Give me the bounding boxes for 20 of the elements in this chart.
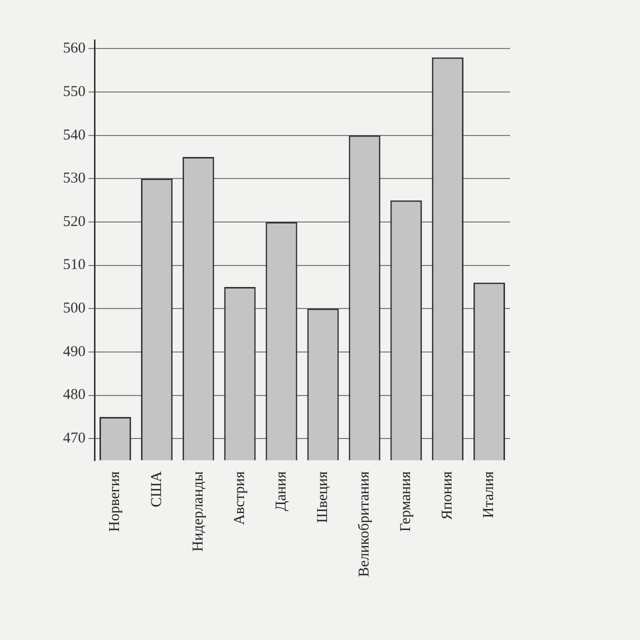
x-tick-label: Дания <box>273 471 290 512</box>
y-tick-label: 540 <box>63 127 86 144</box>
y-tick-label: 530 <box>63 170 86 187</box>
x-tick-label: Италия <box>481 471 498 518</box>
y-tick-label: 510 <box>63 257 86 274</box>
y-tick-label: 560 <box>63 40 86 57</box>
y-tick-label: 550 <box>63 84 86 100</box>
x-tick-label: Великобритания <box>356 471 373 578</box>
y-tick-label: 480 <box>63 387 86 404</box>
y-tick-label: 520 <box>63 214 86 230</box>
x-tick-label: Нидерланды <box>190 471 206 552</box>
x-tick-label: Швеция <box>314 471 331 524</box>
x-tick-label: Австрия <box>232 471 248 525</box>
y-tick-label: 470 <box>63 430 86 447</box>
y-tick-label: 490 <box>63 344 86 360</box>
y-tick-label: 500 <box>63 300 86 317</box>
x-tick-label: Норвегия <box>107 471 124 532</box>
x-tick-label: Германия <box>398 471 414 532</box>
x-tick-label: Япония <box>440 471 456 520</box>
x-tick-label: США <box>148 471 165 508</box>
